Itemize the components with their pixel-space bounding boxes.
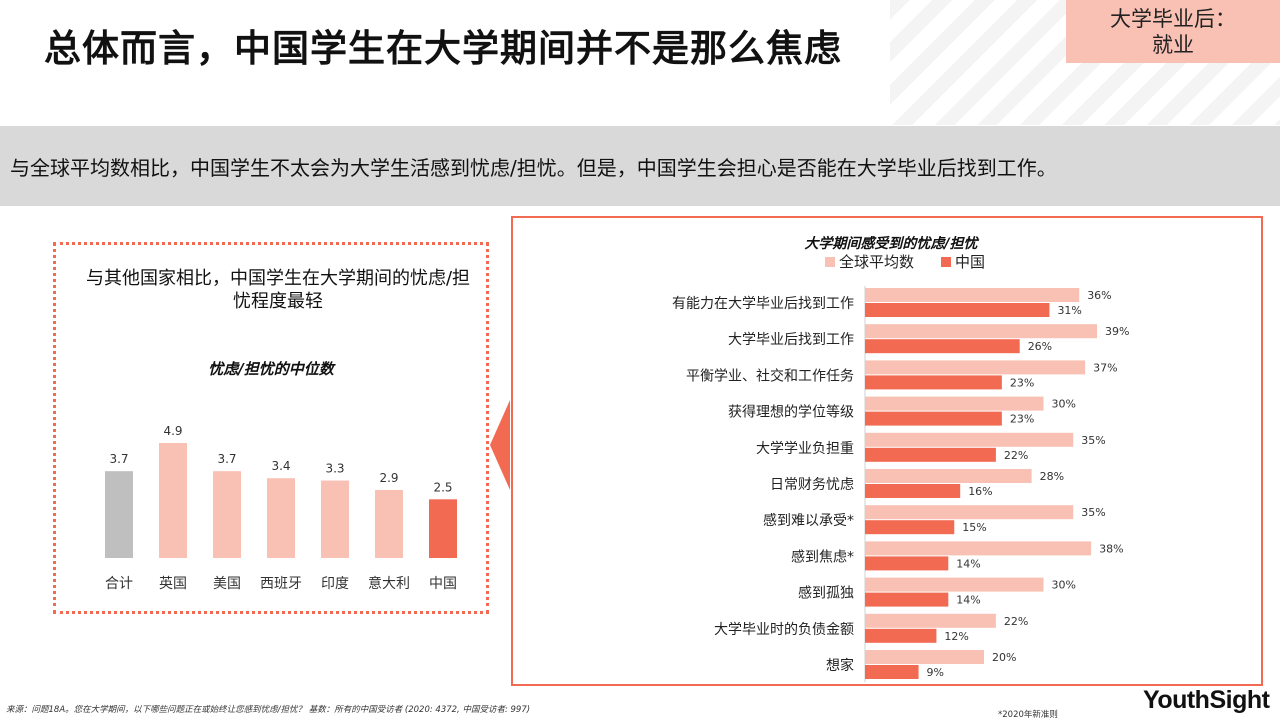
worry-category-label: 大学学业负担重 — [756, 441, 854, 457]
china-bar — [865, 665, 919, 679]
china-bar — [865, 411, 1002, 426]
source-note: 来源：问题18A。您在大学期间，以下哪些问题正在或始终让您感到忧虑/担忧？ 基数… — [6, 705, 531, 715]
median-worry-chart: 3.7 合计 4.9 英国 3.7 美国 3.4 西班牙 3.3 印度 2.9 意大利 2.5 中国 — [105, 424, 457, 592]
global-average-value-label: 30% — [1052, 398, 1076, 411]
worry-category-label: 平衡学业、社交和工作任务 — [686, 367, 854, 384]
china-bar — [865, 592, 949, 607]
median-value-label: 3.7 — [109, 452, 128, 466]
china-bar — [865, 628, 937, 643]
global-average-bar — [865, 469, 1032, 483]
china-value-label: 14% — [956, 557, 980, 570]
global-average-value-label: 35% — [1081, 506, 1105, 519]
global-average-bar — [865, 288, 1080, 302]
median-bar — [429, 499, 457, 558]
median-bar — [375, 489, 403, 558]
china-value-label: 9% — [927, 666, 944, 679]
china-bar — [865, 303, 1050, 317]
section-tag-line1: 大学毕业后： — [1110, 7, 1236, 31]
median-category-label: 合计 — [105, 576, 133, 592]
china-value-label: 14% — [956, 594, 980, 607]
median-chart-title: 忧虑/担忧的中位数 — [208, 360, 334, 378]
worry-category-label: 想家 — [826, 657, 854, 674]
global-average-value-label: 38% — [1099, 542, 1123, 555]
worry-category-label: 大学毕业时的负债金额 — [714, 622, 854, 638]
worry-category-label: 大学毕业后找到工作 — [728, 332, 854, 348]
median-bar — [267, 478, 295, 558]
legend-label: 中国 — [955, 253, 985, 271]
global-average-value-label: 28% — [1040, 470, 1064, 483]
china-value-label: 26% — [1028, 340, 1052, 353]
global-average-value-label: 22% — [1004, 615, 1028, 628]
median-value-label: 3.7 — [217, 452, 236, 466]
summary-banner: 与全球平均数相比，中国学生不太会为大学生活感到忧虑/担忧。但是，中国学生会担心是… — [0, 126, 1280, 206]
footnote: *2020年新准则 — [998, 710, 1058, 720]
median-category-label: 印度 — [321, 576, 349, 592]
median-value-label: 3.3 — [325, 462, 344, 476]
median-bar — [105, 471, 133, 558]
worries-chart-title: 大学期间感受到的忧虑/担忧 — [804, 235, 979, 252]
worry-category-label: 感到焦虑* — [791, 548, 854, 565]
worry-category-label: 有能力在大学毕业后找到工作 — [672, 296, 854, 312]
median-category-label: 中国 — [429, 576, 457, 592]
median-category-label: 意大利 — [368, 575, 410, 592]
worries-panel: 大学期间感受到的忧虑/担忧 全球平均数 中国有能力在大学毕业后找到工作 36% 31% 大… — [511, 216, 1263, 686]
global-average-value-label: 36% — [1087, 289, 1111, 302]
china-bar — [865, 484, 961, 498]
median-value-label: 2.5 — [433, 480, 452, 494]
china-value-label: 22% — [1004, 449, 1028, 462]
china-value-label: 15% — [962, 521, 986, 534]
legend-swatch — [941, 257, 951, 267]
global-average-bar — [865, 324, 1098, 339]
global-average-bar — [865, 577, 1044, 592]
median-bar — [213, 471, 241, 558]
median-worry-panel: 与其他国家相比，中国学生在大学期间的忧虑/担忧程度最轻 忧虑/担忧的中位数 3.… — [53, 242, 489, 614]
global-average-bar — [865, 650, 984, 664]
global-average-value-label: 30% — [1052, 579, 1076, 592]
summary-text: 与全球平均数相比，中国学生不太会为大学生活感到忧虑/担忧。但是，中国学生会担心是… — [10, 156, 1057, 180]
china-bar — [865, 375, 1002, 390]
china-value-label: 12% — [944, 630, 968, 643]
median-category-label: 西班牙 — [260, 576, 302, 592]
global-average-value-label: 39% — [1105, 325, 1129, 338]
median-value-label: 4.9 — [163, 424, 182, 438]
page-title: 总体而言，中国学生在大学期间并不是那么焦虑 — [44, 27, 842, 70]
section-tag-line2: 就业 — [1152, 33, 1194, 57]
median-category-label: 美国 — [213, 576, 241, 592]
china-bar — [865, 556, 949, 571]
china-value-label: 31% — [1057, 304, 1081, 317]
median-bar — [159, 443, 187, 558]
legend-label: 全球平均数 — [839, 253, 914, 271]
median-value-label: 2.9 — [379, 471, 398, 485]
global-average-bar — [865, 396, 1044, 411]
worry-category-label: 感到孤独 — [798, 585, 854, 602]
china-bar — [865, 447, 996, 462]
section-tag: 大学毕业后： 就业 — [1066, 0, 1280, 63]
global-average-bar — [865, 360, 1086, 375]
worry-category-label: 日常财务忧虑 — [770, 477, 854, 493]
global-average-bar — [865, 541, 1092, 556]
global-average-value-label: 37% — [1093, 361, 1117, 374]
china-value-label: 23% — [1010, 376, 1034, 389]
worry-category-label: 感到难以承受* — [763, 512, 854, 529]
china-value-label: 16% — [968, 485, 992, 498]
median-panel-heading: 与其他国家相比，中国学生在大学期间的忧虑/担忧程度最轻 — [85, 268, 471, 312]
global-average-bar — [865, 432, 1074, 447]
panel-connector-arrow — [490, 400, 510, 490]
china-bar — [865, 520, 955, 535]
china-value-label: 23% — [1010, 413, 1034, 426]
china-bar — [865, 339, 1020, 354]
legend-swatch — [825, 257, 835, 267]
median-bar — [321, 480, 349, 558]
worry-category-label: 获得理想的学位等级 — [728, 404, 854, 421]
global-average-value-label: 20% — [992, 651, 1016, 664]
global-average-bar — [865, 613, 996, 628]
global-average-value-label: 35% — [1081, 434, 1105, 447]
youthsight-logo: YouthSight — [1143, 686, 1270, 714]
median-value-label: 3.4 — [271, 459, 290, 473]
global-average-bar — [865, 505, 1074, 520]
median-category-label: 英国 — [159, 575, 187, 592]
